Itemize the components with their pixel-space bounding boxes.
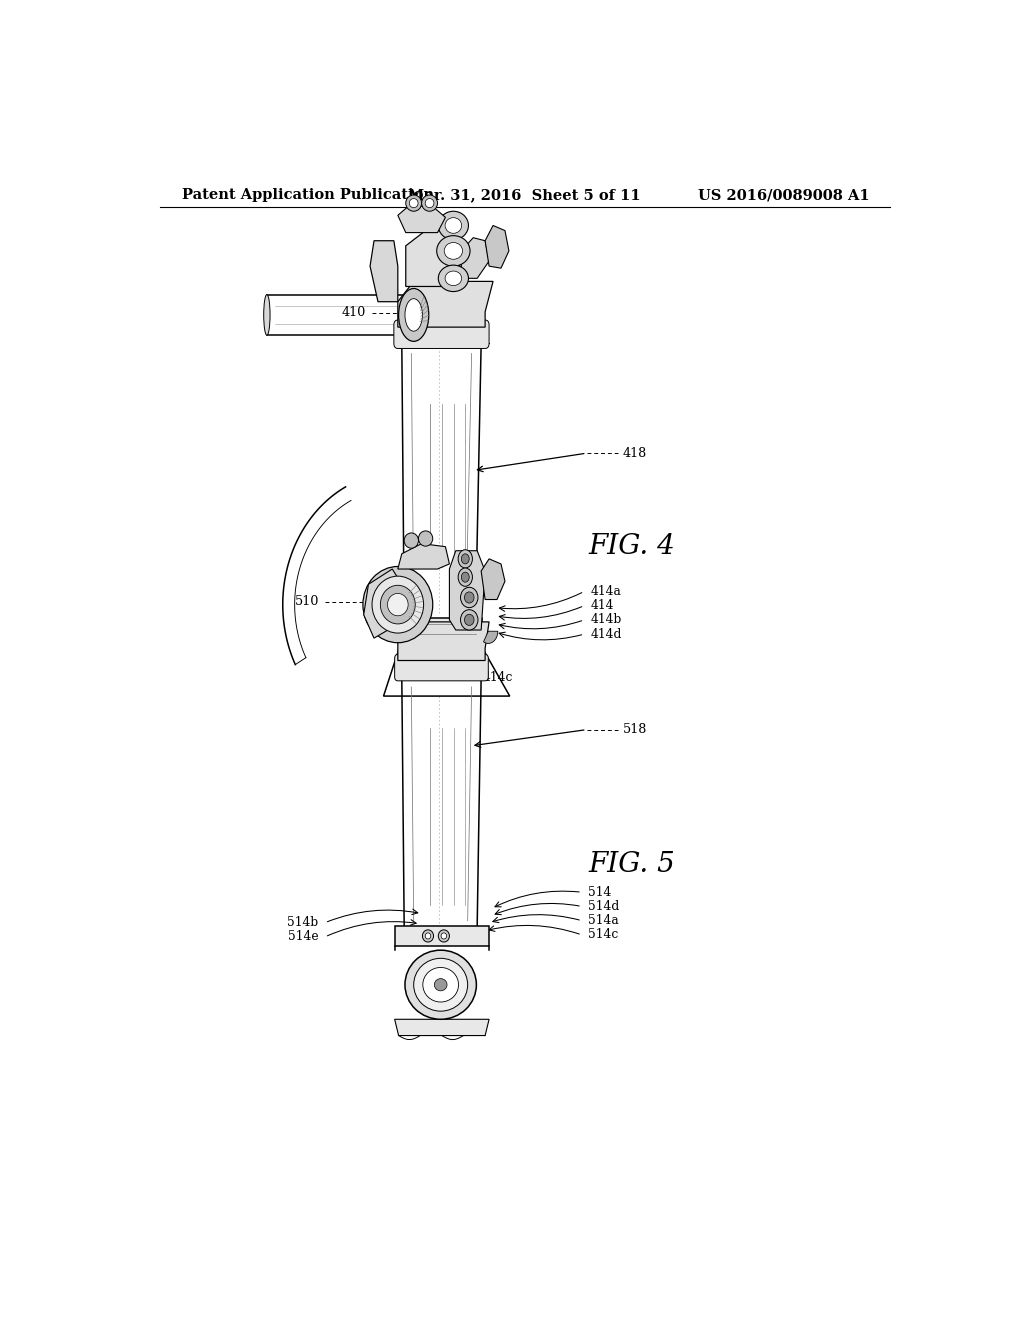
Text: 514d: 514d — [588, 900, 620, 913]
Text: 414b: 414b — [591, 614, 622, 627]
Polygon shape — [406, 231, 461, 286]
Polygon shape — [397, 281, 494, 327]
Ellipse shape — [436, 236, 470, 267]
Polygon shape — [485, 226, 509, 268]
Ellipse shape — [461, 610, 478, 630]
Polygon shape — [394, 925, 489, 946]
Text: 510: 510 — [295, 595, 319, 609]
Ellipse shape — [458, 549, 472, 568]
Polygon shape — [450, 550, 485, 630]
Ellipse shape — [434, 978, 447, 991]
Ellipse shape — [423, 929, 433, 942]
Text: 518: 518 — [623, 723, 647, 737]
Text: FIG. 4: FIG. 4 — [589, 533, 675, 560]
FancyBboxPatch shape — [394, 319, 489, 348]
Ellipse shape — [398, 289, 429, 342]
Text: 414a: 414a — [591, 585, 622, 598]
Ellipse shape — [444, 243, 463, 259]
Ellipse shape — [372, 576, 424, 634]
Ellipse shape — [425, 198, 434, 207]
Ellipse shape — [414, 958, 468, 1011]
Ellipse shape — [387, 594, 409, 615]
Ellipse shape — [404, 298, 423, 331]
Text: 418: 418 — [623, 446, 647, 459]
Ellipse shape — [438, 265, 468, 292]
Ellipse shape — [445, 271, 462, 285]
Ellipse shape — [380, 585, 416, 624]
Ellipse shape — [438, 211, 468, 240]
Ellipse shape — [441, 933, 446, 939]
Ellipse shape — [461, 587, 478, 607]
Polygon shape — [397, 544, 450, 569]
Ellipse shape — [445, 218, 462, 234]
Text: 414: 414 — [591, 599, 614, 612]
Polygon shape — [394, 1019, 489, 1036]
Polygon shape — [384, 640, 510, 696]
Ellipse shape — [410, 198, 418, 207]
Ellipse shape — [419, 531, 433, 546]
Ellipse shape — [362, 566, 433, 643]
Polygon shape — [397, 205, 445, 232]
Ellipse shape — [465, 591, 474, 603]
Text: Mar. 31, 2016  Sheet 5 of 11: Mar. 31, 2016 Sheet 5 of 11 — [409, 189, 641, 202]
Ellipse shape — [422, 195, 437, 211]
Ellipse shape — [404, 950, 476, 1019]
Polygon shape — [364, 569, 401, 638]
FancyBboxPatch shape — [394, 655, 488, 681]
Ellipse shape — [465, 614, 474, 626]
Text: 514a: 514a — [588, 915, 620, 927]
Text: US 2016/0089008 A1: US 2016/0089008 A1 — [698, 189, 870, 202]
Ellipse shape — [423, 968, 459, 1002]
Wedge shape — [483, 631, 498, 643]
Ellipse shape — [438, 929, 450, 942]
Ellipse shape — [264, 294, 270, 335]
Text: 514c: 514c — [588, 928, 618, 941]
Polygon shape — [461, 238, 489, 279]
Polygon shape — [397, 622, 489, 660]
Text: 514b: 514b — [288, 916, 318, 929]
Text: 514: 514 — [588, 886, 611, 899]
Ellipse shape — [404, 533, 419, 548]
Ellipse shape — [406, 195, 422, 211]
Polygon shape — [397, 618, 482, 640]
Text: Patent Application Publication: Patent Application Publication — [182, 189, 434, 202]
Text: 514e: 514e — [288, 931, 318, 944]
Ellipse shape — [462, 554, 469, 564]
Polygon shape — [481, 558, 505, 599]
Ellipse shape — [462, 572, 469, 582]
Ellipse shape — [458, 568, 472, 586]
Polygon shape — [370, 240, 397, 302]
Text: 410: 410 — [342, 306, 367, 319]
Ellipse shape — [425, 933, 431, 939]
Text: FIG. 5: FIG. 5 — [589, 851, 675, 878]
Text: 414c: 414c — [482, 672, 513, 684]
Text: 414d: 414d — [591, 627, 622, 640]
